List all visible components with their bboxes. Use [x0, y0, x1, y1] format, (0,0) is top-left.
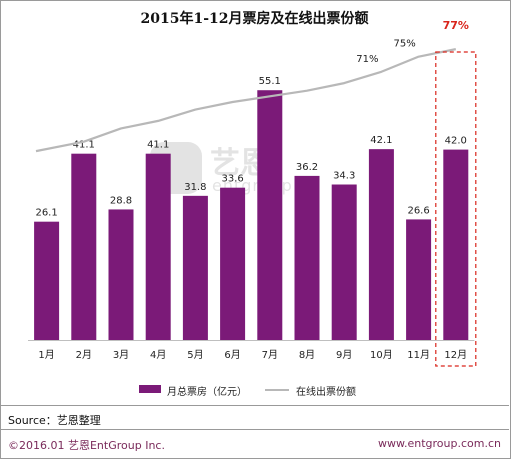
bar-value-label-6: 33.6 [221, 174, 243, 185]
legend-line-swatch [265, 389, 289, 391]
legend-bar-swatch [139, 385, 161, 393]
legend-bar-label: 月总票房（亿元） [167, 387, 247, 398]
bar-5 [182, 195, 208, 340]
bar-9 [331, 184, 357, 340]
chart-plot-area: 26.1 41.1 28.8 41.1 31.8 33.6 55.1 36.2 34.3 42.1… [28, 19, 477, 367]
share-label-12: 77% [443, 19, 469, 32]
bar-value-label-1: 26.1 [35, 208, 57, 219]
december-highlight-box [435, 51, 477, 367]
divider-top [0, 405, 509, 406]
x-tick-label-5: 5月 [187, 349, 203, 361]
x-tick-label-3: 3月 [113, 349, 129, 361]
share-label-10: 71% [356, 54, 378, 65]
divider-bottom [0, 429, 509, 430]
bar-4 [145, 153, 171, 340]
bar-value-label-11: 26.6 [407, 205, 429, 216]
bar-7 [257, 90, 283, 340]
bar-11 [406, 219, 432, 340]
bar-value-label-3: 28.8 [110, 195, 132, 206]
bar-value-label-10: 42.1 [370, 135, 392, 146]
x-tick-label-10: 10月 [370, 349, 393, 361]
x-tick-label-9: 9月 [336, 349, 352, 361]
x-tick-label-12: 12月 [444, 349, 467, 361]
chart-title: 2015年1-12月票房及在线出票份额 [140, 11, 369, 27]
source-note: Source：艺恩整理 [8, 414, 101, 427]
bar-3 [108, 209, 134, 340]
bar-value-label-2: 41.1 [73, 140, 95, 151]
bar-value-label-8: 36.2 [296, 162, 318, 173]
x-tick-label-1: 1月 [38, 349, 54, 361]
bar-6 [220, 187, 246, 340]
x-tick-label-11: 11月 [407, 349, 430, 361]
chart-legend: 月总票房（亿元） 在线出票份额 [0, 383, 509, 398]
bar-8 [294, 175, 320, 340]
x-tick-label-7: 7月 [262, 349, 278, 361]
legend-line-label: 在线出票份额 [296, 387, 356, 398]
x-tick-label-6: 6月 [224, 349, 240, 361]
bar-12 [443, 149, 469, 340]
bar-value-label-9: 34.3 [333, 171, 355, 182]
bar-1 [34, 221, 60, 340]
share-line [35, 48, 457, 153]
share-label-11: 75% [393, 39, 415, 50]
x-tick-label-4: 4月 [150, 349, 166, 361]
x-tick-label-8: 8月 [299, 349, 315, 361]
x-tick-label-2: 2月 [76, 349, 92, 361]
website-url: www.entgroup.com.cn [378, 437, 501, 450]
bar-value-label-12: 42.0 [445, 136, 467, 147]
bar-value-label-5: 31.8 [184, 182, 206, 193]
copyright: ©2016.01 艺恩EntGroup Inc. [8, 439, 165, 452]
bar-2 [71, 153, 97, 340]
bar-value-label-4: 41.1 [147, 140, 169, 151]
bar-10 [368, 149, 394, 340]
bar-value-label-7: 55.1 [259, 76, 281, 87]
